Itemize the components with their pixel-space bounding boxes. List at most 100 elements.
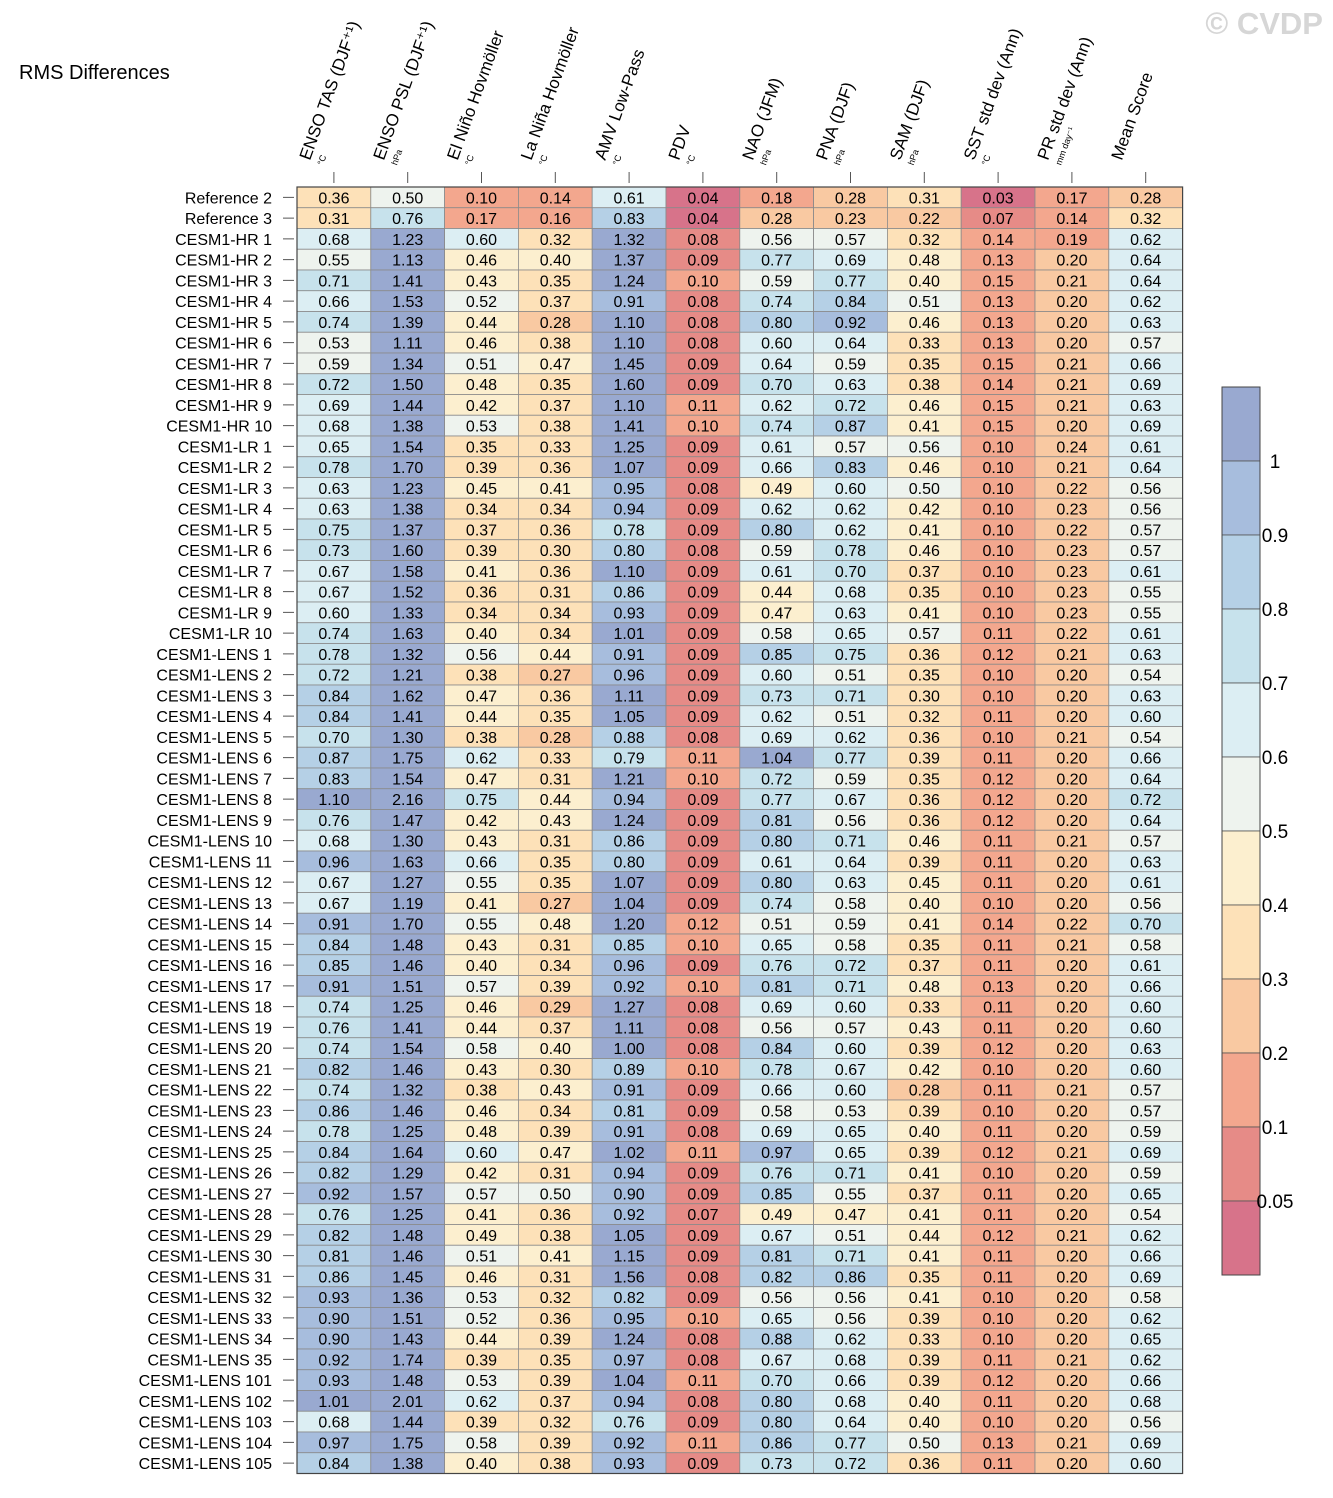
cell-value: 0.36: [909, 730, 940, 747]
cell-value: 0.78: [318, 647, 349, 664]
cell-value: 0.68: [835, 1394, 866, 1411]
cell-value: 0.20: [1056, 792, 1087, 809]
row-label: CESM1-HR 2: [175, 253, 272, 270]
cell-value: 0.59: [761, 543, 792, 560]
cell-value: 0.51: [466, 1249, 497, 1266]
cell-value: 0.41: [466, 896, 497, 913]
cell-value: 0.43: [540, 813, 571, 830]
cell-value: 0.68: [318, 232, 349, 249]
cell-value: 0.78: [614, 522, 645, 539]
colorbar-swatch: [1221, 978, 1261, 1054]
cell-value: 1.74: [392, 1352, 423, 1369]
cell-value: 0.42: [909, 1062, 940, 1079]
cell-value: 0.40: [909, 1394, 940, 1411]
cell-value: 0.63: [835, 875, 866, 892]
cell-value: 1.20: [614, 917, 645, 934]
cell-value: 0.04: [687, 211, 718, 228]
cell-value: 0.14: [1056, 211, 1087, 228]
cell-value: 0.95: [614, 1311, 645, 1328]
row-label: CESM1-HR 3: [175, 273, 272, 290]
cell-value: 0.62: [1130, 1228, 1161, 1245]
cell-value: 0.69: [1130, 1269, 1161, 1286]
cell-value: 0.12: [983, 1041, 1014, 1058]
cell-value: 0.09: [687, 1228, 718, 1245]
cell-value: 0.85: [318, 958, 349, 975]
cell-value: 0.62: [466, 751, 497, 768]
cell-value: 1.21: [614, 771, 645, 788]
cell-value: 0.59: [835, 917, 866, 934]
cell-value: 0.44: [540, 647, 571, 664]
row-label: CESM1-HR 9: [175, 398, 272, 415]
row-label: CESM1-LENS 29: [148, 1228, 273, 1245]
cell-value: 0.56: [1130, 481, 1161, 498]
cell-value: 0.80: [761, 315, 792, 332]
cell-value: 0.21: [1056, 730, 1087, 747]
cell-value: 1.23: [392, 232, 423, 249]
cell-value: 0.59: [318, 356, 349, 373]
cell-value: 0.10: [983, 668, 1014, 685]
cell-value: 1.27: [392, 875, 423, 892]
cell-value: 0.13: [983, 315, 1014, 332]
cell-value: 0.77: [835, 1435, 866, 1452]
cell-value: 0.57: [1130, 1103, 1161, 1120]
column-header: PNA (DJF)hPa: [812, 80, 858, 167]
cell-value: 0.20: [1056, 1332, 1087, 1349]
cell-value: 0.86: [761, 1435, 792, 1452]
cell-value: 0.20: [1056, 1269, 1087, 1286]
cell-value: 0.76: [614, 1415, 645, 1432]
cell-value: 0.20: [1056, 979, 1087, 996]
cell-value: 0.11: [983, 1456, 1013, 1473]
cell-value: 0.61: [761, 854, 792, 871]
cell-value: 0.68: [1130, 1394, 1161, 1411]
cell-value: 0.11: [983, 1124, 1013, 1141]
cell-value: 0.44: [466, 1332, 497, 1349]
row-label: CESM1-LR 9: [178, 605, 272, 622]
row-label: CESM1-LENS 22: [148, 1083, 273, 1100]
cell-value: 0.34: [540, 502, 571, 519]
cell-value: 0.09: [687, 668, 718, 685]
cell-value: 0.69: [318, 398, 349, 415]
cell-value: 0.71: [835, 1249, 866, 1266]
cell-value: 0.41: [909, 522, 940, 539]
cell-value: 0.36: [909, 792, 940, 809]
cell-value: 0.08: [687, 1394, 718, 1411]
cell-value: 0.21: [1056, 356, 1087, 373]
cell-value: 0.64: [1130, 771, 1161, 788]
cell-value: 0.28: [1130, 190, 1161, 207]
cell-value: 0.09: [687, 834, 718, 851]
cell-value: 0.87: [318, 751, 349, 768]
cell-value: 1.41: [392, 273, 423, 290]
cell-value: 0.39: [540, 979, 571, 996]
cell-value: 1.51: [392, 979, 423, 996]
cell-value: 0.57: [1130, 834, 1161, 851]
cell-value: 0.20: [1056, 1415, 1087, 1432]
cell-value: 0.35: [909, 1269, 940, 1286]
colorbar-label: 0.5: [1262, 822, 1288, 843]
cell-value: 1.11: [393, 336, 423, 353]
row-label: CESM1-LENS 26: [148, 1166, 273, 1183]
cell-value: 0.11: [983, 1352, 1013, 1369]
cell-value: 0.40: [466, 1456, 497, 1473]
cell-value: 0.56: [761, 232, 792, 249]
cell-value: 0.56: [761, 1290, 792, 1307]
colorbar-swatch: [1221, 756, 1261, 832]
cell-value: 0.46: [909, 834, 940, 851]
column-label: NAO (JFM): [739, 75, 786, 162]
cell-value: 0.21: [1056, 1435, 1087, 1452]
cell-value: 1.07: [614, 875, 645, 892]
row-label: CESM1-LENS 13: [148, 896, 273, 913]
cell-value: 0.31: [318, 211, 349, 228]
cell-value: 0.76: [761, 958, 792, 975]
cell-value: 0.32: [540, 1415, 571, 1432]
cell-value: 0.39: [909, 1352, 940, 1369]
row-label: CESM1-LENS 3: [156, 688, 272, 705]
cell-value: 0.51: [835, 1228, 866, 1245]
cell-value: 0.48: [466, 377, 497, 394]
cell-value: 1.34: [392, 356, 423, 373]
cell-value: 0.09: [687, 1186, 718, 1203]
cell-value: 0.39: [909, 1145, 940, 1162]
cell-value: 0.21: [1056, 1145, 1087, 1162]
cell-value: 0.09: [687, 460, 718, 477]
cell-value: 0.58: [466, 1435, 497, 1452]
cell-value: 0.12: [983, 771, 1014, 788]
